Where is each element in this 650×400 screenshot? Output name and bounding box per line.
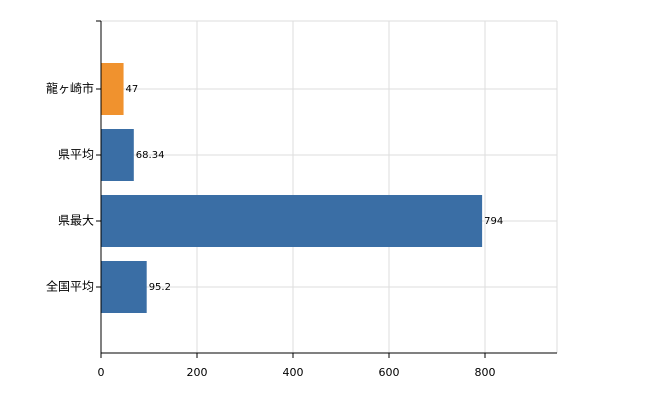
y-tick-label: 龍ヶ崎市 — [46, 81, 94, 96]
bar — [101, 261, 147, 313]
x-tick-label: 0 — [98, 366, 105, 379]
value-label: 95.2 — [149, 282, 171, 293]
value-label: 794 — [484, 216, 503, 227]
value-label: 68.34 — [136, 150, 165, 161]
y-tick-label: 県平均 — [58, 148, 94, 162]
y-tick-label: 全国平均 — [46, 279, 94, 294]
x-tick-label: 800 — [475, 366, 496, 379]
x-tick-label: 400 — [283, 366, 304, 379]
bar — [101, 195, 483, 247]
value-label: 47 — [126, 84, 139, 95]
x-tick-label: 200 — [187, 366, 208, 379]
y-tick-label: 県最大 — [58, 214, 94, 228]
bar — [101, 63, 124, 115]
bar — [101, 129, 134, 181]
x-tick-label: 600 — [379, 366, 400, 379]
